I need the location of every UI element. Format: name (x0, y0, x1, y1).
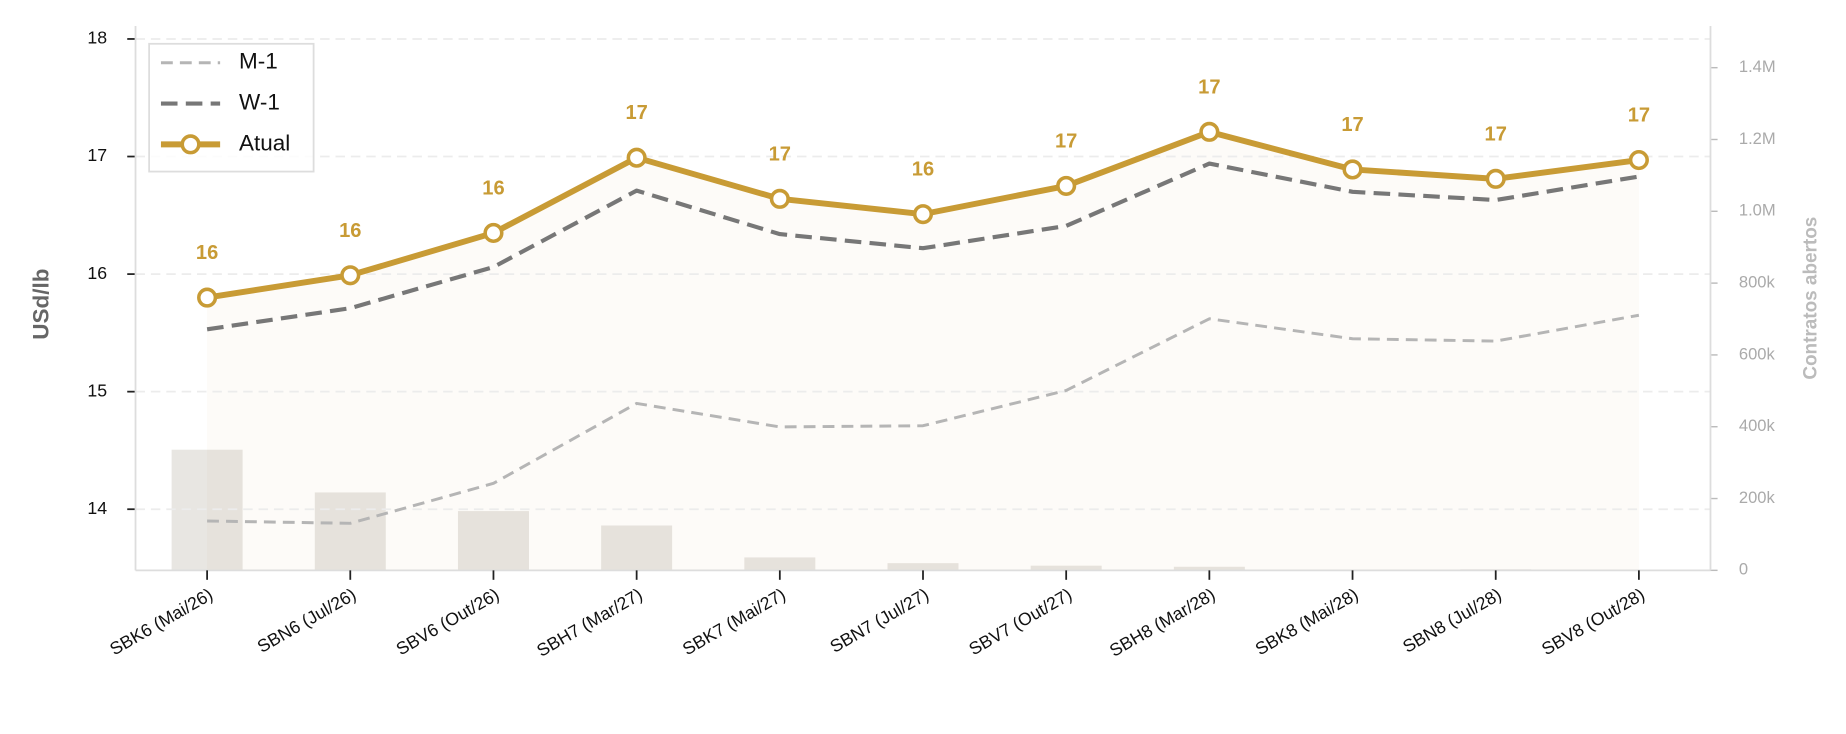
x-tick-label: SBV7 (Out/27) (965, 584, 1075, 659)
value-label: 17 (1341, 114, 1363, 136)
y2-axis-label: Contratos abertos (1801, 217, 1822, 380)
marker (1199, 121, 1220, 142)
y-axis-label: USd/lb (29, 269, 54, 340)
bar (744, 557, 816, 571)
legend-label: W-1 (239, 89, 280, 114)
marker (1342, 159, 1363, 180)
legend-label: Atual (239, 130, 290, 155)
bar (457, 511, 529, 571)
bar (314, 492, 386, 571)
y2-tick-label: 1.4M (1739, 57, 1776, 76)
bar (601, 525, 673, 571)
y2-tick-label: 200k (1739, 488, 1776, 507)
value-label: 17 (769, 143, 791, 165)
x-tick-label: SBH7 (Mar/27) (533, 584, 645, 660)
y2-tick-label: 0 (1739, 560, 1748, 579)
marker (769, 188, 790, 209)
y-tick-label: 14 (87, 498, 107, 518)
y2-tick-label: 1.2M (1739, 129, 1776, 148)
marker (626, 147, 647, 168)
y-tick-label: 16 (87, 263, 107, 283)
legend-label: M-1 (239, 49, 278, 74)
line (207, 313, 1640, 525)
y-tick-label: 17 (87, 145, 107, 165)
marker (1485, 168, 1506, 189)
line (206, 161, 1640, 332)
value-label: 17 (1198, 76, 1220, 98)
x-tick-label: SBV6 (Out/26) (393, 584, 503, 659)
y2-tick-label: 1.0M (1739, 201, 1776, 220)
value-label: 17 (1055, 130, 1077, 152)
value-label: 17 (1485, 123, 1507, 145)
marker (912, 204, 934, 225)
x-tick-label: SBK6 (Mai/26) (106, 584, 216, 659)
value-label: 16 (196, 242, 218, 264)
y2-tick-label: 600k (1739, 344, 1776, 363)
value-label: 16 (482, 177, 504, 199)
x-tick-label: SBV8 (Out/28) (1538, 584, 1648, 659)
value-label: 17 (625, 102, 647, 124)
marker (340, 265, 361, 286)
marker (1056, 175, 1077, 196)
y-tick-label: 15 (87, 380, 107, 400)
bar (1030, 565, 1102, 571)
x-tick-label: SBN8 (Jul/28) (1399, 584, 1505, 657)
x-tick-label: SBK8 (Mai/28) (1252, 584, 1362, 659)
legend: M-1 W-1 Atual (148, 42, 315, 173)
y2-tick-label: 800k (1739, 272, 1776, 291)
legend-marker (180, 134, 201, 155)
legend-box (148, 42, 315, 173)
x-tick-label: SBN7 (Jul/27) (826, 584, 932, 657)
value-label: 17 (1628, 105, 1650, 127)
x-tick-label: SBH8 (Mar/28) (1106, 584, 1218, 660)
marker (1628, 149, 1649, 171)
x-tick-label: SBN6 (Jul/26) (254, 584, 360, 657)
value-label: 16 (912, 159, 934, 181)
bar (1173, 566, 1245, 571)
y-tick-label: 18 (87, 28, 107, 48)
plot-background (135, 26, 1711, 571)
bar (887, 563, 959, 571)
marker (197, 287, 218, 308)
x-tick-label: SBK7 (Mai/27) (679, 584, 789, 659)
marker (483, 222, 504, 244)
value-label: 16 (339, 220, 361, 242)
y2-tick-label: 400k (1739, 416, 1776, 435)
